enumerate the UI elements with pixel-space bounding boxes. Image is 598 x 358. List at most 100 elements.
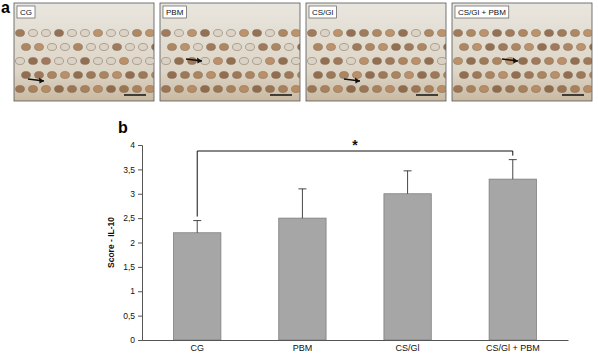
cell [175,30,184,37]
cell [334,58,343,65]
cell [590,72,593,79]
cell [454,58,463,65]
cell [425,86,434,93]
cell [126,72,135,79]
cell [42,58,51,65]
scale-bar [562,94,584,96]
cell [571,30,580,37]
cell [214,30,223,37]
cell [113,44,122,51]
micrograph-bg [306,3,446,101]
cell [35,72,44,79]
cell [29,58,38,65]
cell [227,30,236,37]
y-axis: 00,511,522,533,54 [123,140,142,345]
cell [577,72,586,79]
cell [120,30,129,37]
cell [126,44,135,51]
cell [545,86,554,93]
cell [68,86,77,93]
cell [386,30,395,37]
cell [214,58,223,65]
cell [162,30,171,37]
y-axis-title: Score - IL-10 [106,217,116,268]
cell [571,86,580,93]
cell [558,86,567,93]
cell [399,30,408,37]
y-tick: 2,5 [123,213,142,223]
cell [538,44,547,51]
y-tick-mark [138,194,142,195]
cell [493,58,502,65]
cell [314,44,323,51]
cell [266,30,275,37]
y-tick: 4 [130,140,142,150]
cell [425,58,434,65]
cell [16,30,25,37]
cell [139,44,148,51]
cell [532,86,541,93]
y-tick: 0 [130,335,142,345]
cell [81,86,90,93]
cell [42,86,51,93]
cell [366,44,375,51]
x-tick-label: CS/Gl [396,343,420,353]
cell [577,44,586,51]
y-tick-label: 3 [130,189,135,199]
cell [188,58,197,65]
micrograph-label: CS/Gl [312,8,334,17]
cell [266,58,275,65]
cell [16,58,25,65]
arrow-head [197,58,202,64]
cell [308,58,317,65]
cell [571,58,580,65]
cell [347,30,356,37]
arrow-head [39,78,44,84]
cell [525,44,534,51]
x-tick: CS/Gl + PBM [486,340,540,353]
cell [340,44,349,51]
cell [444,72,447,79]
cell [227,58,236,65]
y-tick-mark [138,243,142,244]
cell [545,30,554,37]
error-bar-cap [404,170,412,171]
bar [279,218,326,340]
cell [240,86,249,93]
cell [438,30,447,37]
x-tick-label: PBM [293,343,313,353]
cell [152,72,155,79]
cell [175,58,184,65]
cell [334,86,343,93]
significance-label: * [352,137,358,153]
cell [418,72,427,79]
significance-bracket [197,151,513,217]
micrograph-label: PBM [166,8,184,17]
micrograph-bg [160,3,300,101]
x-axis-line [143,340,569,341]
y-tick-mark [138,340,142,341]
micrograph: CS/Gl + PBM [452,3,598,101]
cell [133,86,142,93]
cell [272,72,281,79]
cell [292,86,301,93]
cell [506,86,515,93]
cell [467,30,476,37]
cell [314,72,323,79]
y-tick-label: 4 [130,140,135,150]
error-bar-stem [407,171,408,194]
cell [240,58,249,65]
cell [590,44,593,51]
cell [298,72,301,79]
cell [379,72,388,79]
cell [519,86,528,93]
cell [454,30,463,37]
error-bar-cap [509,159,517,160]
y-tick-mark [138,145,142,146]
micrograph: CG [14,3,161,101]
micrograph-label-box [309,6,336,18]
cell [81,30,90,37]
cell [120,86,129,93]
cell [120,58,129,65]
cell [94,30,103,37]
